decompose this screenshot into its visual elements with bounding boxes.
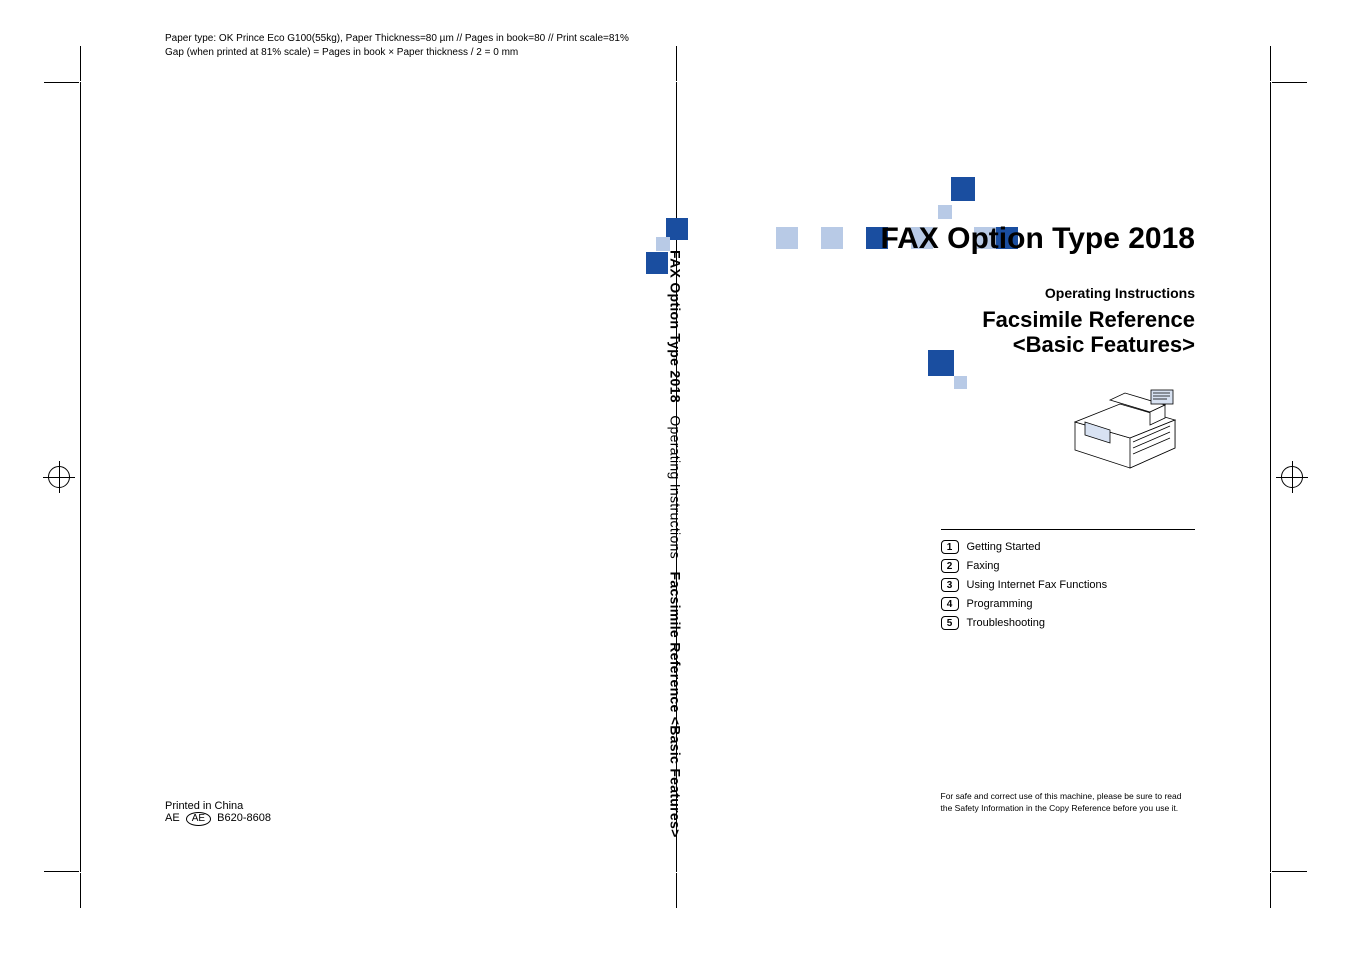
toc-number: 1 xyxy=(941,540,959,554)
subtitle: Facsimile Reference <Basic Features> xyxy=(982,307,1195,358)
toc-number: 3 xyxy=(941,578,959,592)
toc-row: 1 Getting Started xyxy=(941,540,1196,554)
decor-square xyxy=(928,350,954,376)
subtitle-line1: Facsimile Reference xyxy=(982,307,1195,332)
code-suffix: B620-8608 xyxy=(217,812,271,824)
registration-mark xyxy=(48,466,70,488)
toc-row: 4 Programming xyxy=(941,597,1196,611)
toc-row: 5 Troubleshooting xyxy=(941,616,1196,630)
table-of-contents: 1 Getting Started 2 Faxing 3 Using Internet F… xyxy=(941,529,1196,635)
code-oval: AE xyxy=(186,812,211,826)
toc-label: Faxing xyxy=(967,560,1000,572)
decor-square xyxy=(954,376,967,389)
toc-number: 5 xyxy=(941,616,959,630)
safety-note: For safe and correct use of this machine… xyxy=(941,791,1196,814)
spec-line2: Gap (when printed at 81% scale) = Pages … xyxy=(165,46,629,60)
spec-line1: Paper type: OK Prince Eco G100(55kg), Pa… xyxy=(165,32,629,46)
printed-in: Printed in China xyxy=(165,800,271,812)
toc-label: Programming xyxy=(967,598,1033,610)
subtitle-line2: <Basic Features> xyxy=(982,332,1195,357)
back-footer: Printed in China AE AE B620-8608 xyxy=(165,800,271,826)
toc-number: 4 xyxy=(941,597,959,611)
decor-square xyxy=(776,227,798,249)
toc-label: Troubleshooting xyxy=(967,617,1045,629)
product-title: FAX Option Type 2018 xyxy=(880,222,1195,256)
toc-row: 2 Faxing xyxy=(941,559,1196,573)
toc-number: 2 xyxy=(941,559,959,573)
front-cover: FAX Option Type 2018 Operating Instructi… xyxy=(676,82,1272,872)
decor-square xyxy=(951,177,975,201)
operating-instructions: Operating Instructions xyxy=(1045,285,1195,301)
code-prefix: AE xyxy=(165,812,180,824)
print-spec: Paper type: OK Prince Eco G100(55kg), Pa… xyxy=(165,32,629,60)
decor-square xyxy=(646,252,668,274)
decor-square xyxy=(821,227,843,249)
decor-square xyxy=(938,205,952,219)
decor-square xyxy=(656,237,670,251)
toc-label: Using Internet Fax Functions xyxy=(967,579,1108,591)
registration-mark xyxy=(1281,466,1303,488)
toc-row: 3 Using Internet Fax Functions xyxy=(941,578,1196,592)
toc-label: Getting Started xyxy=(967,541,1041,553)
product-illustration xyxy=(1055,380,1195,475)
